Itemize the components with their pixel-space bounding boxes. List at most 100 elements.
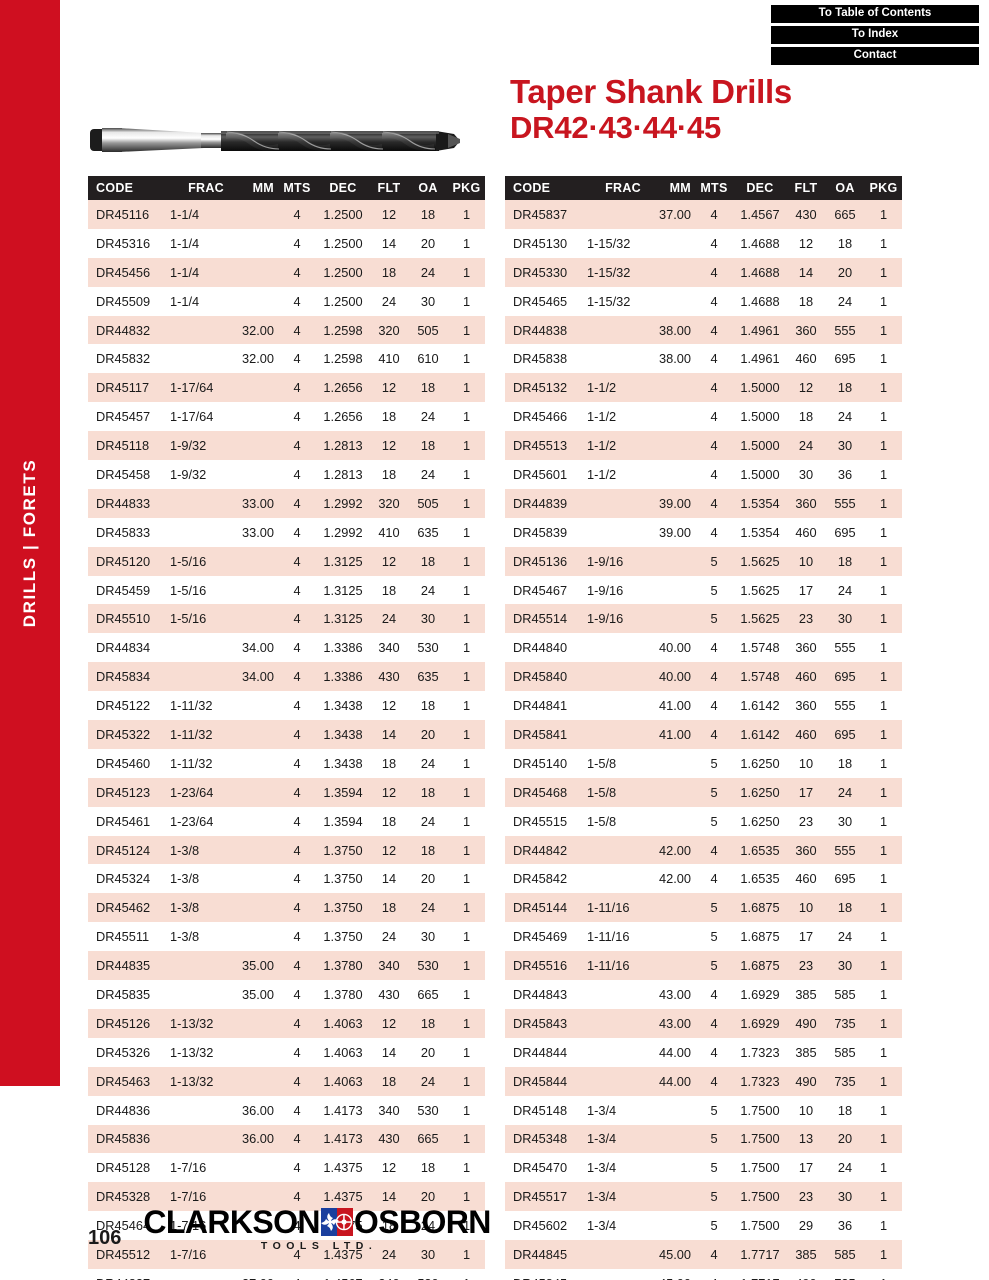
cell-flt: 490	[787, 1066, 825, 1096]
cell-oa: 18	[408, 691, 448, 721]
cell-flt: 18	[370, 460, 408, 489]
cell-flt: 18	[787, 402, 825, 432]
cell-pkg: 1	[448, 402, 485, 432]
cell-dec: 1.4688	[733, 286, 787, 316]
cell-code: DR45517	[505, 1182, 583, 1212]
cell-dec: 1.3750	[316, 835, 370, 865]
col-header-pkg: PKG	[448, 176, 485, 200]
cell-oa: 36	[825, 1211, 865, 1241]
cell-code: DR45840	[505, 662, 583, 692]
cell-dec: 1.7500	[733, 1211, 787, 1241]
cell-frac	[583, 835, 645, 865]
cell-oa: 30	[408, 286, 448, 316]
cell-code: DR45330	[505, 257, 583, 287]
table-row: DR44834 34.00 4 1.3386 340 530 1	[88, 633, 485, 663]
cell-pkg: 1	[448, 575, 485, 605]
cell-dec: 1.7323	[733, 1066, 787, 1096]
contact-button[interactable]: Contact	[771, 47, 979, 65]
cell-mts: 4	[278, 1037, 316, 1067]
cell-mm: 32.00	[228, 315, 278, 345]
cell-dec: 1.3438	[316, 748, 370, 778]
cell-code: DR45843	[505, 1008, 583, 1038]
table-row: DR45120 1-5/16 4 1.3125 12 18 1	[88, 546, 485, 576]
cell-code: DR45836	[88, 1124, 166, 1154]
cell-frac	[583, 1037, 645, 1067]
cell-code: DR45140	[505, 748, 583, 778]
cell-mm: 36.00	[228, 1124, 278, 1154]
cell-mts: 4	[695, 864, 733, 894]
cell-pkg: 1	[448, 488, 485, 518]
cell-code: DR45466	[505, 402, 583, 432]
cell-dec: 1.3125	[316, 546, 370, 576]
cell-frac: 1-11/16	[583, 893, 645, 923]
to-table-of-contents-button[interactable]: To Table of Contents	[771, 5, 979, 23]
cell-mm: 39.00	[645, 488, 695, 518]
cell-dec: 1.3386	[316, 633, 370, 663]
cell-frac: 1-1/4	[166, 286, 228, 316]
cell-dec: 1.2992	[316, 488, 370, 518]
cell-mts: 5	[695, 604, 733, 634]
table-row: DR44835 35.00 4 1.3780 340 530 1	[88, 951, 485, 981]
cell-frac	[583, 517, 645, 547]
cell-dec: 1.3386	[316, 662, 370, 692]
cell-oa: 20	[408, 720, 448, 749]
cell-code: DR45461	[88, 806, 166, 836]
cell-oa: 18	[408, 373, 448, 403]
cell-dec: 1.4173	[316, 1124, 370, 1154]
cell-flt: 18	[370, 893, 408, 923]
cell-mm: 41.00	[645, 691, 695, 721]
cell-pkg: 1	[865, 922, 902, 952]
cell-frac: 1-3/4	[583, 1153, 645, 1183]
cell-oa: 18	[408, 777, 448, 807]
cell-mm	[228, 1153, 278, 1183]
cell-flt: 12	[370, 1008, 408, 1038]
cell-oa: 24	[408, 1066, 448, 1096]
cell-pkg: 1	[448, 633, 485, 663]
cell-flt: 490	[787, 1008, 825, 1038]
cell-mm: 34.00	[228, 662, 278, 692]
table-header-row: CODE FRAC MM MTS DEC FLT OA PKG	[88, 176, 485, 200]
cell-oa: 30	[408, 922, 448, 952]
cell-code: DR45328	[88, 1182, 166, 1212]
cell-pkg: 1	[865, 835, 902, 865]
cell-mts: 4	[278, 431, 316, 461]
cell-pkg: 1	[865, 1066, 902, 1096]
cell-frac: 1-3/8	[166, 864, 228, 894]
cell-code: DR44838	[505, 315, 583, 345]
cell-dec: 1.5000	[733, 460, 787, 489]
cell-code: DR45460	[88, 748, 166, 778]
cell-frac: 1-7/16	[166, 1182, 228, 1212]
cell-frac	[583, 1268, 645, 1280]
cell-flt: 320	[370, 488, 408, 518]
cell-oa: 735	[825, 1268, 865, 1280]
cell-frac	[583, 864, 645, 894]
cell-code: DR45326	[88, 1037, 166, 1067]
cell-dec: 1.4961	[733, 344, 787, 374]
cell-dec: 1.7500	[733, 1153, 787, 1183]
cell-code: DR45463	[88, 1066, 166, 1096]
cell-code: DR45457	[88, 402, 166, 432]
cell-flt: 17	[787, 777, 825, 807]
cell-oa: 555	[825, 835, 865, 865]
cell-flt: 360	[787, 488, 825, 518]
table-row: DR44833 33.00 4 1.2992 320 505 1	[88, 488, 485, 518]
to-index-button[interactable]: To Index	[771, 26, 979, 44]
cell-dec: 1.5748	[733, 633, 787, 663]
cell-mts: 4	[278, 1066, 316, 1096]
cell-dec: 1.5625	[733, 575, 787, 605]
table-row: DR45836 36.00 4 1.4173 430 665 1	[88, 1124, 485, 1154]
cell-dec: 1.5748	[733, 662, 787, 692]
cell-pkg: 1	[865, 662, 902, 692]
cell-code: DR45841	[505, 720, 583, 749]
cell-flt: 12	[370, 1153, 408, 1183]
cell-flt: 430	[370, 662, 408, 692]
cell-pkg: 1	[865, 893, 902, 923]
cell-pkg: 1	[865, 604, 902, 634]
cell-mts: 4	[695, 1240, 733, 1269]
cell-oa: 18	[825, 1095, 865, 1125]
cell-pkg: 1	[448, 200, 485, 229]
table-row: DR45124 1-3/8 4 1.3750 12 18 1	[88, 835, 485, 865]
cell-pkg: 1	[448, 835, 485, 865]
cell-frac: 1-3/4	[583, 1211, 645, 1241]
cell-mm: 44.00	[645, 1037, 695, 1067]
